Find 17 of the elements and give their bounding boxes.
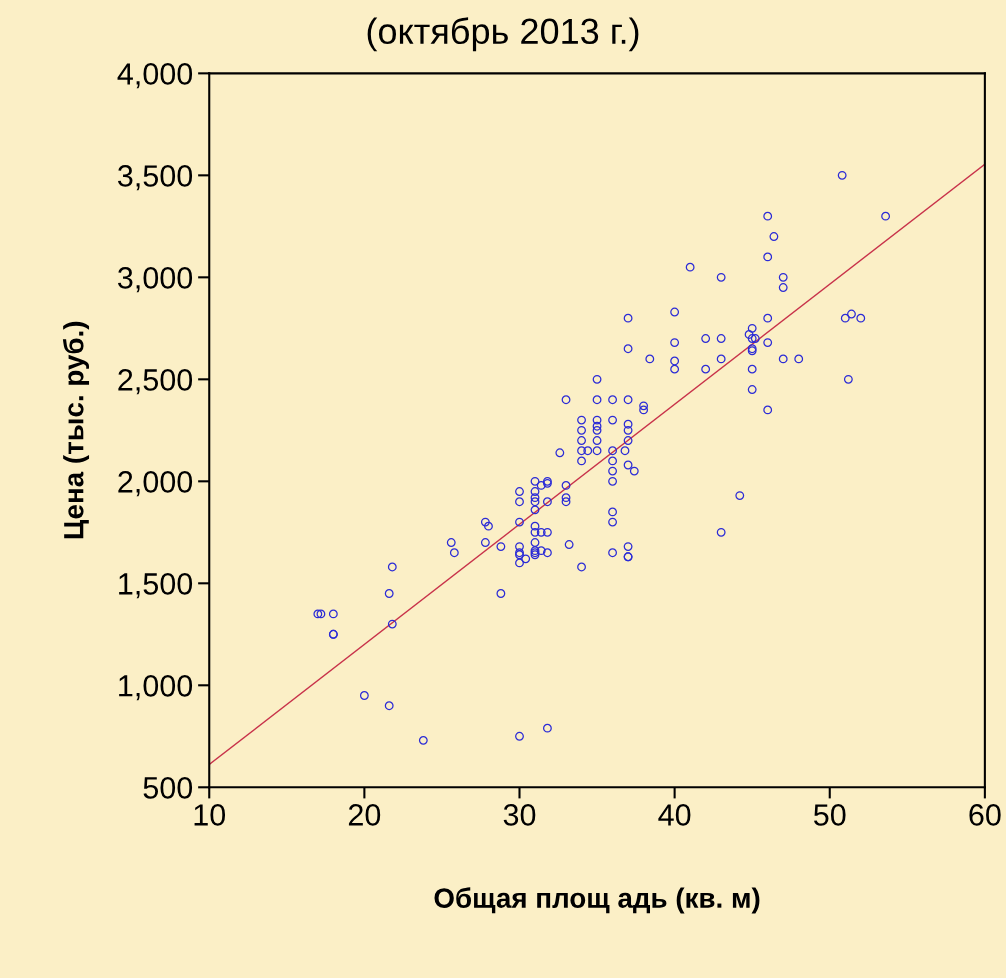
chart-title: (октябрь 2013 г.) (367, 17, 639, 52)
x-tick-label: 30 (503, 804, 536, 826)
y-axis-title: Цена (тыс. руб.) (62, 321, 90, 539)
y-tick-label: 500 (143, 777, 193, 799)
x-tick-label: 40 (658, 804, 691, 826)
y-tick-label: 4,000 (117, 63, 193, 89)
x-tick-label: 20 (348, 804, 381, 826)
y-tick-label: 2,000 (118, 471, 193, 497)
y-tick-label: 1,000 (119, 675, 193, 701)
y-tick-label: 1,500 (119, 573, 193, 599)
y-tick-label: 3,000 (117, 267, 193, 293)
y-tick-label: 3,500 (117, 165, 193, 191)
x-axis-title: Общая площ адь (кв. м) (434, 887, 760, 914)
x-tick-label: 10 (194, 804, 226, 826)
x-tick-label: 60 (969, 804, 1001, 826)
y-tick-label: 2,500 (118, 369, 193, 395)
x-tick-label: 50 (813, 804, 846, 826)
